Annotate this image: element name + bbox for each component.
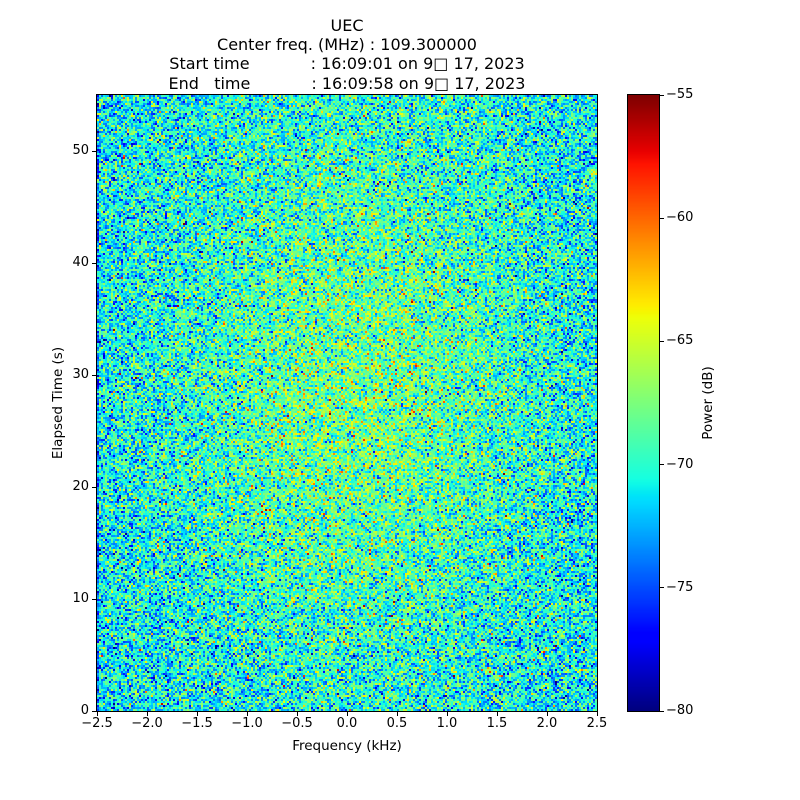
x-axis-label: Frequency (kHz) [292,738,402,754]
colorbar-tick-label: −65 [666,333,694,349]
colorbar-tick-label: −60 [666,210,694,226]
x-tick-label: 2.5 [586,716,608,731]
y-tick-label: 10 [72,591,89,606]
spectrogram-heatmap-canvas [97,95,597,711]
colorbar-label: Power (dB) [700,366,716,440]
y-tick-label: 40 [72,255,89,270]
y-tick-label: 0 [80,703,89,718]
colorbar-tick-mark [660,587,664,589]
colorbar [627,94,660,712]
x-tick-label: −0.5 [281,716,313,731]
x-tick-label: 1.0 [436,716,458,731]
x-tick-mark [196,712,198,716]
x-tick-label: 2.0 [536,716,558,731]
colorbar-tick-mark [660,217,664,219]
x-tick-mark [396,712,398,716]
x-tick-label: 0.5 [386,716,408,731]
y-tick-mark [92,486,96,488]
colorbar-tick-mark [660,340,664,342]
chart-title: UEC Center freq. (MHz) : 109.300000 Star… [168,16,526,93]
y-tick-mark [92,262,96,264]
y-tick-mark [92,598,96,600]
colorbar-gradient [628,95,659,711]
colorbar-tick-mark [660,464,664,466]
colorbar-tick-label: −80 [666,703,694,718]
colorbar-tick-mark [660,94,664,96]
y-tick-mark [92,150,96,152]
y-axis-label: Elapsed Time (s) [50,346,66,460]
x-tick-mark [146,712,148,716]
x-tick-mark [546,712,548,716]
x-tick-mark [296,712,298,716]
colorbar-tick-mark [660,710,664,712]
colorbar-tick-label: −70 [666,456,694,472]
x-tick-mark [446,712,448,716]
y-tick-label: 30 [72,367,89,382]
x-tick-mark [96,712,98,716]
spectrogram-plot-area [96,94,598,712]
y-tick-mark [92,374,96,376]
x-tick-label: −1.5 [181,716,213,731]
x-tick-mark [346,712,348,716]
y-tick-mark [92,710,96,712]
y-tick-label: 20 [72,479,89,494]
x-tick-label: −2.0 [131,716,163,731]
x-tick-mark [246,712,248,716]
x-tick-label: 0.0 [336,716,358,731]
y-tick-label: 50 [72,143,89,158]
colorbar-tick-label: −55 [666,87,694,102]
x-tick-label: −1.0 [231,716,263,731]
x-tick-label: 1.5 [486,716,508,731]
x-tick-mark [596,712,598,716]
x-tick-mark [496,712,498,716]
colorbar-tick-label: −75 [666,579,694,595]
x-tick-label: −2.5 [81,716,113,731]
